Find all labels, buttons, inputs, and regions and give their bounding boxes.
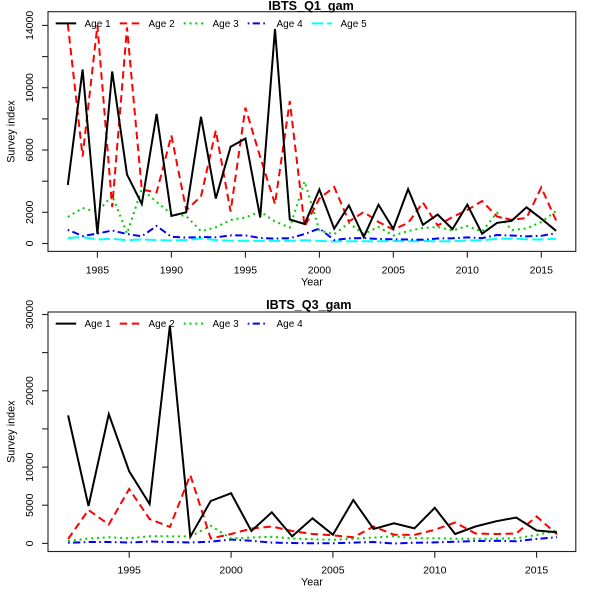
svg-text:Age 5: Age 5 [341,19,368,30]
svg-text:14000: 14000 [24,11,36,40]
svg-text:Year: Year [301,277,323,289]
svg-text:2015: 2015 [525,565,549,577]
svg-text:2000: 2000 [24,200,36,224]
svg-text:Age 4: Age 4 [277,319,304,330]
svg-text:1995: 1995 [234,265,258,277]
svg-text:2005: 2005 [382,265,406,277]
svg-text:1995: 1995 [118,565,142,577]
svg-text:Age 1: Age 1 [85,319,112,330]
svg-text:2010: 2010 [423,565,447,577]
svg-text:20000: 20000 [24,376,36,405]
svg-text:10000: 10000 [24,452,36,481]
svg-text:Age 1: Age 1 [85,19,112,30]
svg-text:2000: 2000 [308,265,332,277]
svg-text:Age 2: Age 2 [149,19,176,30]
svg-text:2015: 2015 [530,265,554,277]
svg-text:1985: 1985 [86,265,110,277]
svg-text:10000: 10000 [24,73,36,102]
svg-text:Survey index: Survey index [6,400,18,463]
svg-text:0: 0 [24,540,36,546]
svg-text:Age 3: Age 3 [213,319,240,330]
svg-text:Age 3: Age 3 [213,19,240,30]
svg-text:Year: Year [301,577,323,589]
svg-text:Survey index: Survey index [6,100,18,163]
svg-text:IBTS_Q3_gam: IBTS_Q3_gam [266,298,351,312]
svg-text:2005: 2005 [321,565,345,577]
svg-text:1990: 1990 [160,265,184,277]
svg-text:6000: 6000 [24,138,36,162]
svg-text:2010: 2010 [456,265,480,277]
svg-text:Age 2: Age 2 [149,319,176,330]
svg-text:5000: 5000 [24,493,36,517]
svg-text:30000: 30000 [24,300,36,329]
svg-text:0: 0 [24,240,36,246]
svg-text:2000: 2000 [219,565,243,577]
svg-text:Age 4: Age 4 [277,19,304,30]
svg-text:IBTS_Q1_gam: IBTS_Q1_gam [268,0,353,13]
